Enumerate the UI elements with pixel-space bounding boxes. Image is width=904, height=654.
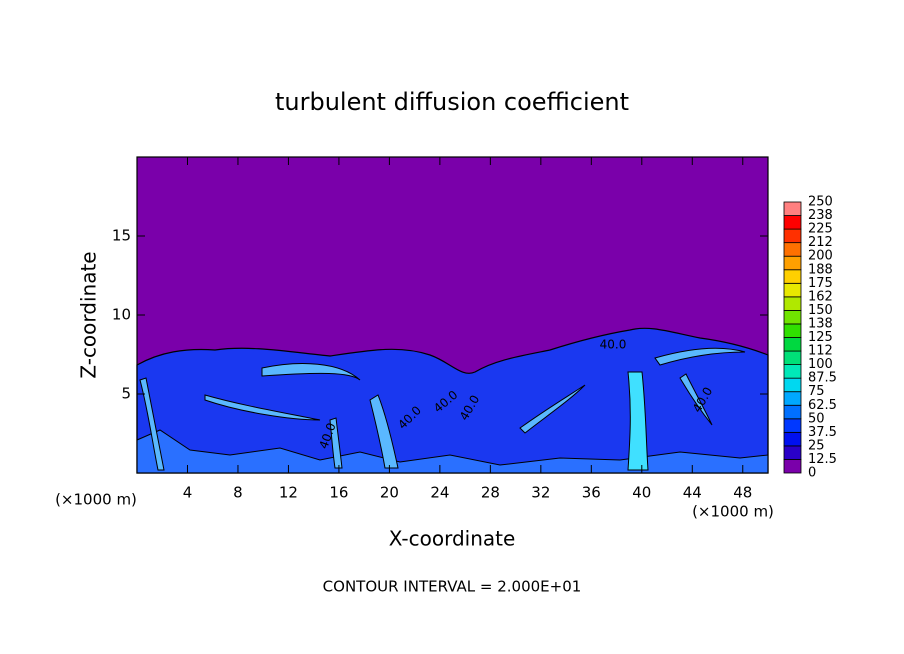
colorbar-swatch (783, 215, 802, 230)
colorbar-label: 138 (808, 316, 833, 331)
x-tick-label: 32 (531, 484, 550, 502)
colorbar-label: 0 (808, 466, 816, 481)
colorbar-swatch (783, 350, 802, 365)
colorbar-label: 175 (808, 276, 833, 291)
colorbar-label: 238 (808, 208, 833, 223)
colorbar-swatch (783, 337, 802, 352)
x-unit: (×1000 m) (55, 491, 137, 509)
x-tick-label: 48 (733, 484, 752, 502)
colorbar-swatch (783, 269, 802, 284)
colorbar-label: 37.5 (808, 425, 837, 440)
colorbar-swatch (783, 242, 802, 257)
x-unit: (×1000 m) (692, 503, 774, 521)
colorbar-swatch (783, 391, 802, 406)
x-tick-label: 40 (632, 484, 651, 502)
colorbar-label: 25 (808, 438, 825, 453)
colorbar-swatch (783, 445, 802, 460)
x-axis-label: X-coordinate (389, 527, 516, 551)
x-tick-label: 44 (683, 484, 702, 502)
y-tick-label: 15 (112, 227, 131, 245)
colorbar-label: 188 (808, 262, 833, 277)
colorbar-label: 87.5 (808, 371, 837, 386)
footnote: CONTOUR INTERVAL = 2.000E+01 (323, 578, 582, 596)
x-tick-label: 28 (481, 484, 500, 502)
colorbar-swatch (783, 296, 802, 311)
colorbar-label: 250 (808, 195, 833, 210)
y-tick-label: 5 (121, 385, 131, 403)
colorbar-label: 112 (808, 344, 833, 359)
colorbar-label: 162 (808, 289, 833, 304)
colorbar-swatch (783, 431, 802, 447)
chart-title: turbulent diffusion coefficient (275, 88, 629, 116)
colorbar-label: 200 (808, 249, 833, 264)
colorbar-label: 62.5 (808, 398, 837, 413)
colorbar-swatch (783, 418, 802, 433)
y-tick-label: 10 (112, 306, 131, 324)
colorbar-label: 100 (808, 357, 833, 372)
x-tick-label: 16 (329, 484, 348, 502)
colorbar-swatch (783, 282, 802, 298)
x-tick-label: 36 (582, 484, 601, 502)
x-tick-label: 12 (279, 484, 298, 502)
y-axis-label: Z-coordinate (77, 251, 101, 378)
x-tick-label: 20 (380, 484, 399, 502)
colorbar-label: 212 (808, 235, 833, 250)
colorbar-label: 50 (808, 411, 825, 426)
colorbar-swatch (783, 323, 802, 338)
colorbar-swatch (783, 459, 802, 474)
x-tick-label: 8 (233, 484, 243, 502)
colorbar-label: 225 (808, 222, 833, 237)
contour-field (136, 327, 769, 474)
colorbar-swatch (783, 404, 802, 420)
colorbar-swatch (783, 255, 802, 271)
colorbar-swatch (783, 309, 802, 325)
colorbar-label: 75 (808, 384, 825, 399)
colorbar-swatch (783, 364, 802, 379)
colorbar-label: 12.5 (808, 452, 837, 467)
colorbar-swatch (783, 377, 802, 393)
colorbar-label: 150 (808, 303, 833, 318)
colorbar-swatch (783, 228, 802, 244)
colorbar-swatch (783, 201, 802, 216)
x-tick-label: 4 (183, 484, 193, 502)
x-tick-label: 24 (430, 484, 449, 502)
colorbar-label: 125 (808, 330, 833, 345)
contour-label: 40.0 (600, 338, 627, 352)
